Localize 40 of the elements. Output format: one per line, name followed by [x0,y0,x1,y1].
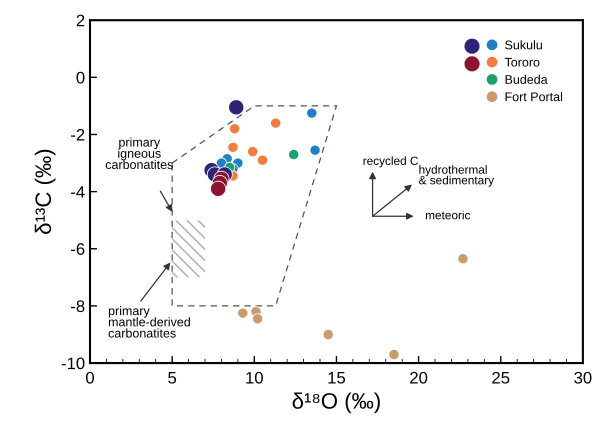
x-tick-label: 25 [492,372,510,384]
point [229,123,240,134]
x-tick-label: 30 [574,372,592,384]
y-tick-label: -4 [71,186,85,198]
legend-label: Sukulu [505,40,542,50]
point [256,154,268,166]
x-tick-label: 20 [410,372,428,384]
annotation: recycled C [364,156,418,168]
y-tick-label: -10 [62,357,84,370]
point [322,328,334,340]
y-tick-label: -8 [71,300,84,312]
annotation: meteoric [426,210,470,220]
point [310,144,321,156]
y-tick-label: 0 [76,72,84,84]
x-axis-title: δ¹⁸O (‰) [292,392,380,414]
y-tick-label: 2 [76,14,84,26]
x-tick-label: 5 [168,372,176,384]
point [210,180,226,197]
x-tick-label: 15 [328,372,346,384]
legend-label: Tororo [504,58,540,67]
legend-label: Fort Portal [506,92,562,102]
x-tick-label: 0 [86,372,94,384]
point [252,313,264,324]
point [306,107,318,119]
legend-label: Budeda [506,74,548,84]
point [237,307,248,319]
point [457,253,469,264]
point [247,146,258,158]
annotation: primary igneous carbonatites [106,137,173,170]
x-tick-label: 10 [246,372,263,384]
point [288,148,300,160]
annotation: hydrothermal & sedimentary [419,165,494,187]
point [227,142,239,153]
point [228,99,244,116]
y-axis-title: δ¹³C (‰) [34,150,56,234]
point [270,117,282,129]
y-tick-label: -6 [71,243,84,255]
y-tick-label: -2 [71,128,84,141]
annotation: primary mantle-derived carbonatites [108,306,190,338]
point [388,348,400,360]
